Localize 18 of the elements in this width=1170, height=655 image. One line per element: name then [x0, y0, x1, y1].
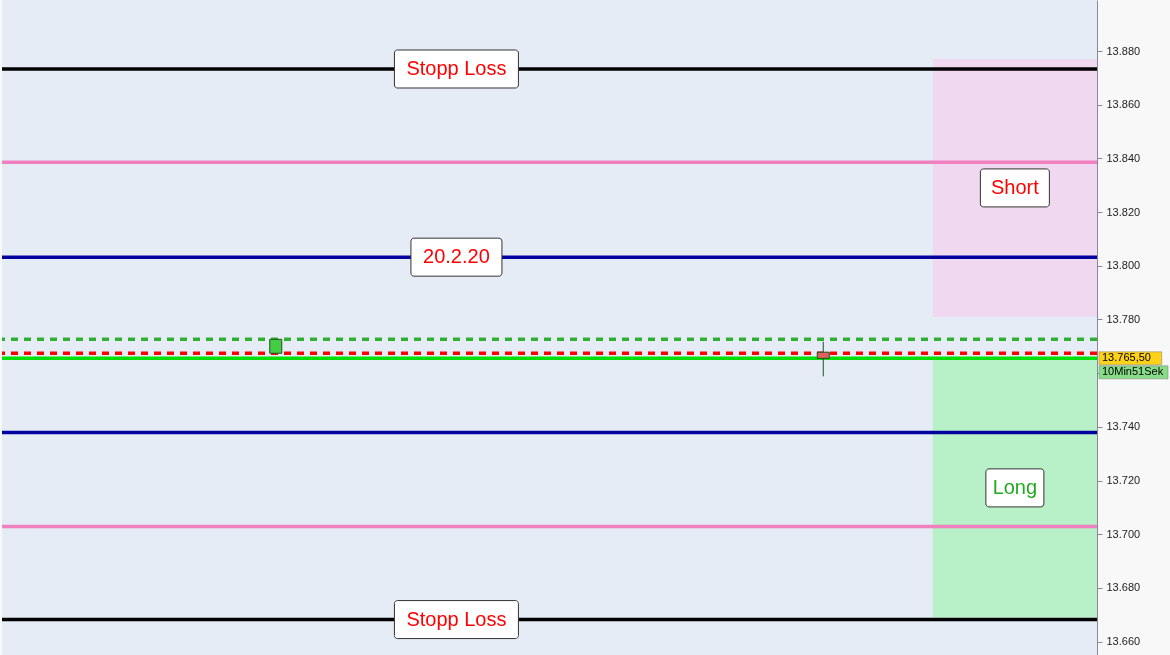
y-tick-label: 13.880 [1106, 44, 1141, 57]
band-label: Short [990, 175, 1040, 198]
y-tick-label: 13.780 [1106, 312, 1141, 325]
y-tick-label: 13.820 [1106, 205, 1141, 218]
ref-line-label: Stopp Loss [406, 56, 507, 79]
y-tick-label: 13.680 [1106, 581, 1141, 594]
ref-line-label: 13.765,50 [1102, 351, 1151, 364]
y-tick-label: 13.740 [1106, 420, 1141, 433]
y-tick-label: 13.840 [1106, 151, 1141, 164]
y-tick-label: 13.720 [1106, 474, 1141, 487]
band-label: Long [992, 475, 1038, 498]
text: 10Min51Sek [1102, 365, 1164, 378]
y-tick-label: 13.860 [1106, 98, 1141, 111]
ref-line-label: Stopp Loss [406, 607, 507, 630]
y-tick-label: 13.800 [1106, 259, 1141, 272]
y-tick-label: 13.660 [1106, 635, 1141, 648]
ref-line-label: 20.2.20 [423, 245, 490, 268]
y-tick-label: 13.700 [1106, 527, 1141, 540]
